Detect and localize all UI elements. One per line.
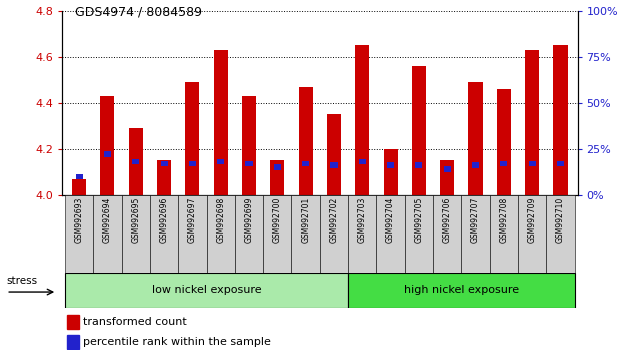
Bar [291,195,320,273]
Bar [387,162,394,168]
Bar [468,82,483,195]
Bar [72,178,86,195]
Bar [157,160,171,195]
Bar [160,161,168,166]
Bar [518,195,546,273]
Bar [355,45,369,195]
Bar [553,45,568,195]
Bar [376,195,405,273]
Bar [433,195,461,273]
Bar [104,152,111,157]
Bar [330,162,338,168]
Bar [405,195,433,273]
Text: transformed count: transformed count [83,318,186,327]
Bar [270,160,284,195]
Bar [263,195,291,273]
Bar [320,195,348,273]
Bar [327,114,341,195]
Bar [122,195,150,273]
Bar [348,273,574,308]
Bar [217,159,224,164]
Text: stress: stress [6,276,37,286]
Text: GSM992706: GSM992706 [443,197,451,244]
Bar [207,195,235,273]
Bar [245,161,253,166]
Text: GSM992709: GSM992709 [528,197,537,244]
Bar [472,162,479,168]
Bar [235,195,263,273]
Bar [497,89,511,195]
Bar [444,166,451,172]
Bar [274,164,281,170]
Bar [359,159,366,164]
Text: GSM992700: GSM992700 [273,197,282,244]
Bar [132,159,139,164]
Text: GSM992697: GSM992697 [188,197,197,244]
Bar [557,161,564,166]
Text: GSM992701: GSM992701 [301,197,310,243]
Text: GSM992704: GSM992704 [386,197,395,244]
Bar [299,87,313,195]
Text: GSM992695: GSM992695 [131,197,140,244]
Bar [67,335,79,348]
Text: GSM992699: GSM992699 [245,197,253,244]
Text: GSM992707: GSM992707 [471,197,480,244]
Bar [129,128,143,195]
Text: GDS4974 / 8084589: GDS4974 / 8084589 [75,5,202,18]
Text: GSM992703: GSM992703 [358,197,367,244]
Bar [65,195,93,273]
Bar [67,315,79,329]
Bar [65,273,348,308]
Bar [461,195,490,273]
Text: GSM992705: GSM992705 [414,197,424,244]
Text: low nickel exposure: low nickel exposure [152,285,261,295]
Bar [525,50,539,195]
Bar [501,161,507,166]
Bar [214,50,228,195]
Bar [93,195,122,273]
Text: GSM992702: GSM992702 [330,197,338,243]
Bar [242,96,256,195]
Text: GSM992696: GSM992696 [160,197,168,244]
Bar [440,160,455,195]
Bar [185,82,199,195]
Text: high nickel exposure: high nickel exposure [404,285,519,295]
Text: GSM992708: GSM992708 [499,197,509,243]
Bar [150,195,178,273]
Bar [528,161,536,166]
Bar [384,149,397,195]
Text: GSM992698: GSM992698 [216,197,225,243]
Bar [189,161,196,166]
Bar [302,161,309,166]
Bar [546,195,574,273]
Text: GSM992710: GSM992710 [556,197,565,243]
Text: percentile rank within the sample: percentile rank within the sample [83,337,271,347]
Bar [76,173,83,179]
Bar [348,195,376,273]
Bar [178,195,207,273]
Bar [412,66,426,195]
Text: GSM992693: GSM992693 [75,197,84,244]
Text: GSM992694: GSM992694 [103,197,112,244]
Bar [415,162,422,168]
Bar [490,195,518,273]
Bar [101,96,114,195]
